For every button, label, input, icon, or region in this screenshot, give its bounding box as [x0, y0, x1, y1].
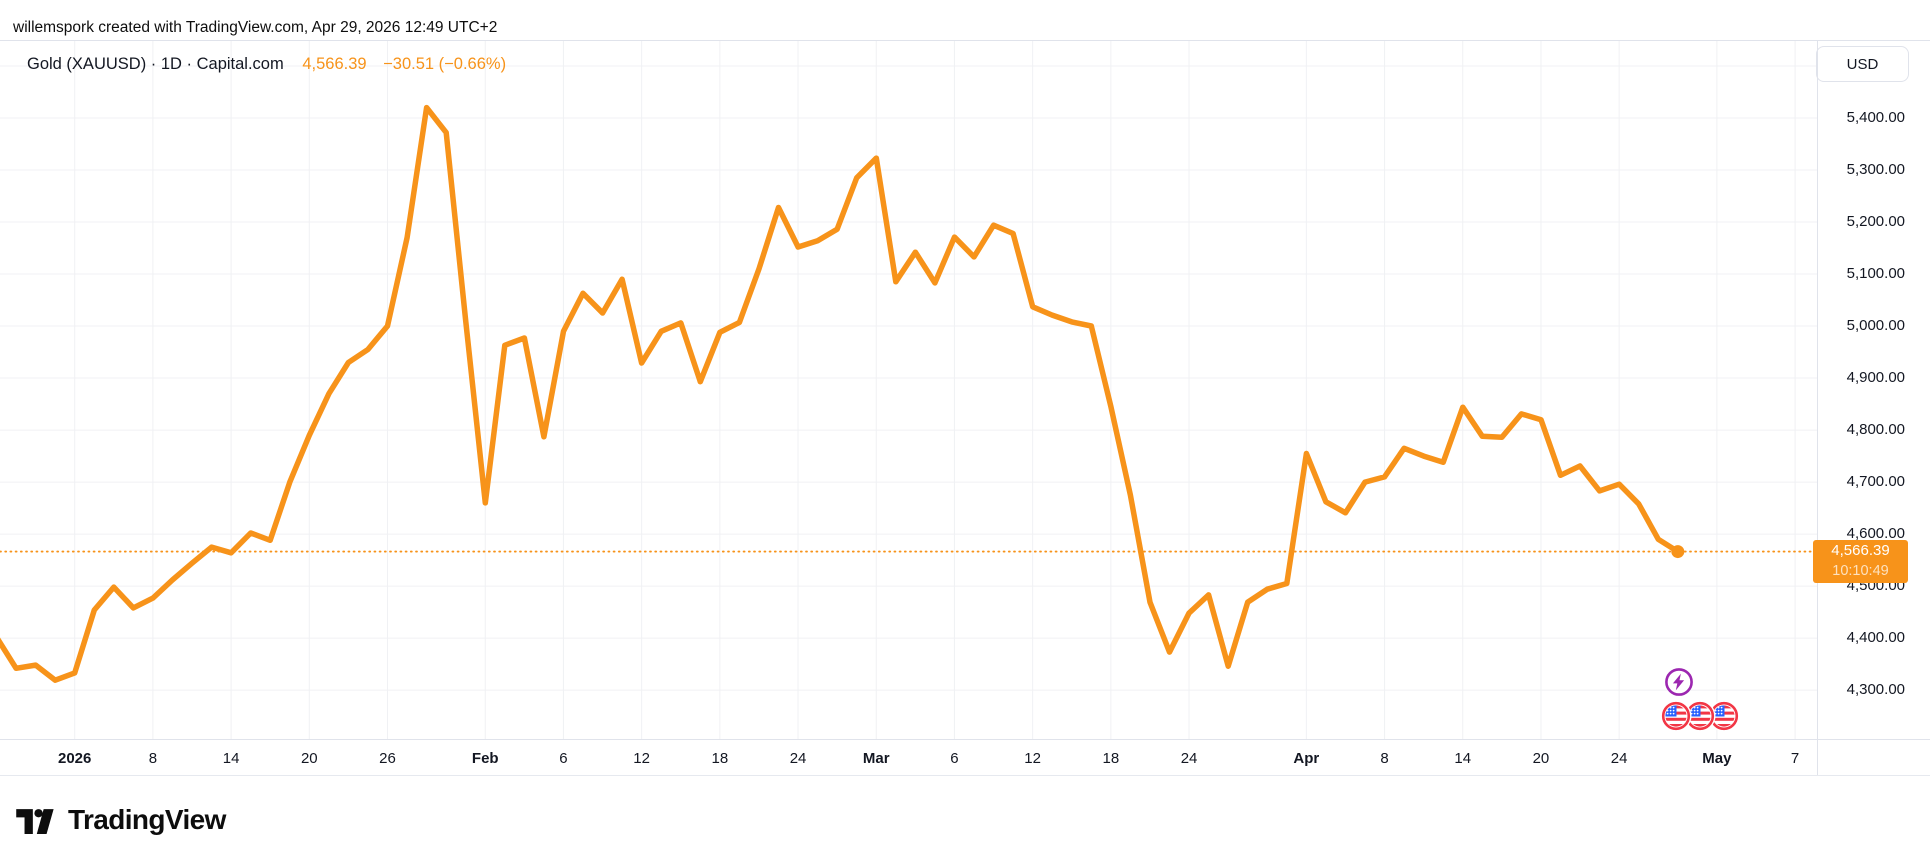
price-axis-label: 5,400.00 — [1846, 109, 1905, 126]
time-axis-label: 20 — [1532, 750, 1550, 767]
header-divider — [0, 40, 1930, 41]
currency-button[interactable]: USD — [1816, 46, 1909, 82]
price-line-series — [0, 104, 1681, 683]
last-price-label: 4,566.39 10:10:49 — [1813, 539, 1908, 583]
legend-change: −30.51 (−0.66%) — [383, 55, 507, 73]
lightning-event-icon[interactable] — [1663, 666, 1695, 698]
time-axis-label: 26 — [379, 750, 396, 767]
time-axis-label: Feb — [471, 750, 499, 767]
time-scale-divider — [0, 739, 1930, 740]
time-axis-label: 12 — [633, 750, 650, 767]
us-flag-events-group[interactable] — [1654, 698, 1742, 736]
price-axis-label: 4,400.00 — [1846, 629, 1905, 647]
tradingview-logo-text: TradingView — [68, 804, 226, 835]
time-axis-label: May — [1702, 750, 1732, 767]
last-price-value: 4,566.39 — [1831, 541, 1890, 559]
symbol-title[interactable]: Gold (XAUUSD) · 1D · Capital.com — [27, 55, 284, 73]
chart-legend: Gold (XAUUSD) · 1D · Capital.com 4,566.3… — [27, 55, 506, 74]
time-axis-label: 6 — [950, 750, 959, 767]
us-flag-event-icon[interactable] — [1660, 700, 1692, 732]
us-flag-event-icon[interactable] — [1684, 700, 1716, 732]
price-axis-label: 4,300.00 — [1846, 681, 1905, 699]
price-axis-label: 5,100.00 — [1846, 265, 1905, 283]
time-axis-label: 2026 — [58, 750, 92, 767]
price-axis-label: 4,600.00 — [1846, 525, 1905, 543]
time-axis-label: 24 — [789, 750, 807, 767]
price-axis-label: 5,200.00 — [1846, 213, 1905, 231]
us-flag-event-icon[interactable] — [1708, 700, 1740, 732]
time-axis-label: 8 — [1380, 750, 1389, 767]
price-scale-divider — [1817, 40, 1818, 775]
attribution-link[interactable]: willemspork created with TradingView.com… — [13, 19, 498, 36]
time-axis-label: 20 — [300, 750, 318, 767]
time-axis-label: 6 — [559, 750, 568, 767]
time-axis-label: 18 — [711, 750, 729, 767]
time-axis-label: 8 — [148, 750, 158, 767]
tradingview-logo[interactable]: TradingView — [16, 804, 226, 836]
price-axis-label: 4,700.00 — [1846, 473, 1905, 491]
price-axis-label: 5,000.00 — [1846, 317, 1905, 335]
time-axis-label: Apr — [1293, 750, 1320, 767]
time-axis-label: Mar — [862, 750, 890, 767]
widget-bottom-divider — [0, 775, 1930, 776]
time-axis-label: 14 — [222, 750, 240, 767]
time-axis-label: 14 — [1454, 750, 1472, 767]
last-price-marker — [1671, 545, 1685, 559]
price-axis-label: 5,300.00 — [1846, 161, 1905, 179]
tradingview-logo-mark — [16, 808, 54, 834]
lightning-bolt — [1672, 673, 1685, 691]
price-axis-label: 4,800.00 — [1846, 421, 1905, 439]
price-axis-label: 4,900.00 — [1846, 369, 1905, 387]
legend-last-price: 4,566.39 — [302, 55, 367, 73]
time-axis-label: 12 — [1024, 750, 1041, 767]
time-axis-label: 24 — [1180, 750, 1198, 767]
time-axis-label: 7 — [1790, 750, 1800, 767]
countdown-timer: 10:10:49 — [1832, 562, 1889, 579]
time-axis-label: 18 — [1102, 750, 1120, 767]
time-axis-label: 24 — [1610, 750, 1628, 767]
